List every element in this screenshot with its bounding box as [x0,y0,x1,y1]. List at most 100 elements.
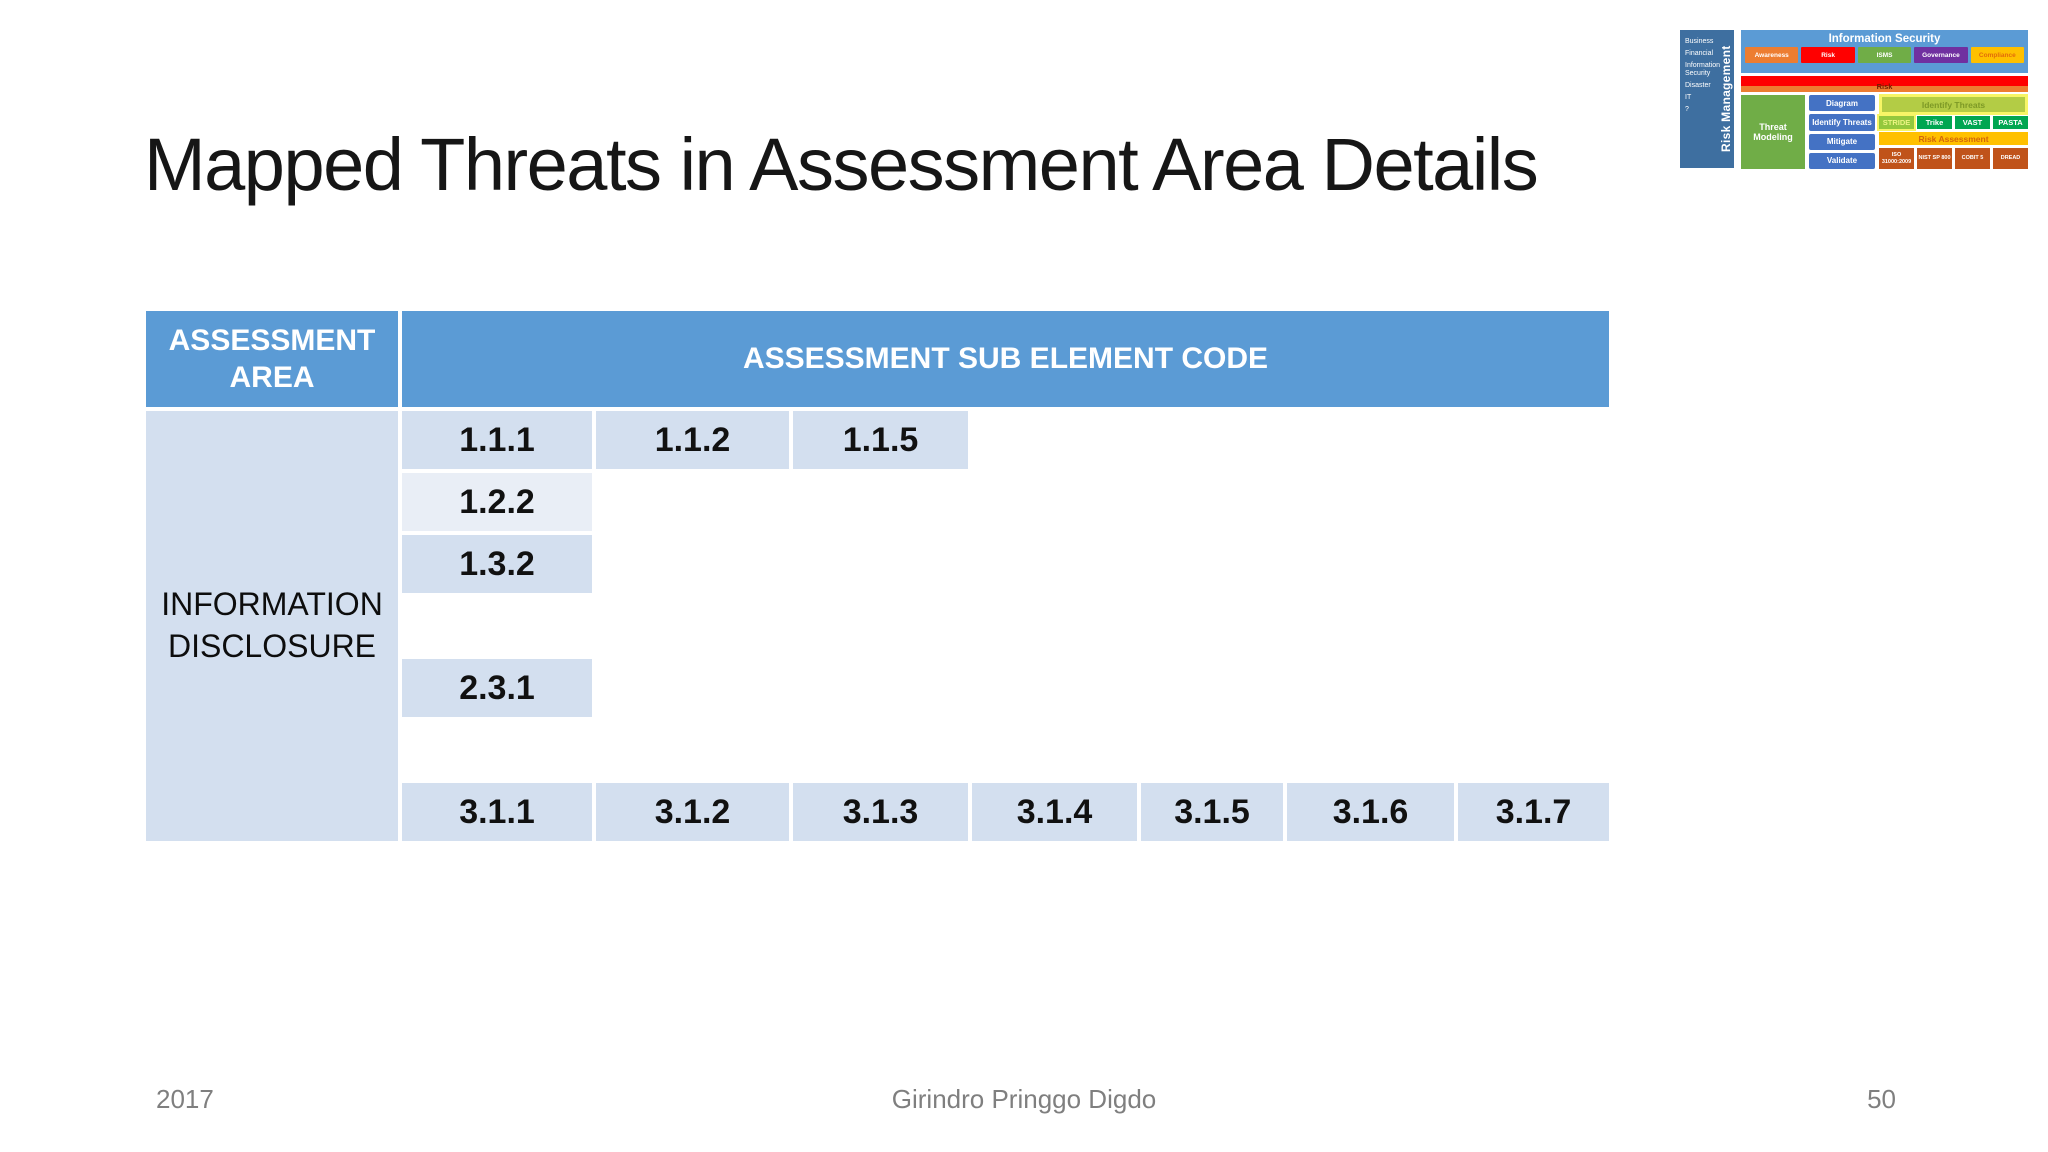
table-row: 1.3.2 [146,535,1609,593]
threat-modeling-box: Threat Modeling [1741,95,1805,169]
step-identify-threats: Identify Threats [1809,114,1875,131]
empty-cell [596,535,789,593]
risk-management-item: Business [1685,38,1714,45]
sub-element-code-cell: 3.1.7 [1458,783,1609,841]
table-row [146,597,1609,655]
pillar-isms: ISMS [1857,47,1912,63]
risk-management-item: Information Security [1685,61,1721,78]
empty-cell [1287,473,1454,531]
empty-cell [1141,411,1283,469]
risk-bar-label: Risk [1876,82,1893,91]
framework-nist-sp-800: NIST SP 800 [1917,148,1952,169]
sub-element-code-cell: 1.1.2 [596,411,789,469]
pillar-governance: Governance [1914,47,1968,63]
empty-cell [972,659,1137,717]
frameworks-row: ISO 31000:2009 NIST SP 800 COBIT 5 DREAD [1879,148,2028,169]
empty-cell [596,473,789,531]
empty-cell [793,473,968,531]
threat-modeling-section: Threat Modeling Diagram Identify Threats M… [1741,95,2028,169]
risk-management-item: Financial [1685,49,1714,57]
corner-diagram-main: Information Security Awareness Risk ISMS Go… [1741,30,2028,169]
sub-element-code-cell: 3.1.2 [596,783,789,841]
empty-cell [1141,659,1283,717]
empty-cell [596,659,789,717]
assessment-table: ASSESSMENT AREA ASSESSMENT SUB ELEMENT C… [142,307,1613,845]
sub-element-code-cell: 1.3.2 [402,535,592,593]
step-validate: Validate [1809,152,1875,169]
empty-cell [793,597,968,655]
empty-cell [596,597,789,655]
threat-methods-row: STRIDE Trike VAST PASTA [1879,116,2028,129]
sub-element-code-cell: 3.1.3 [793,783,968,841]
empty-cell [1458,597,1609,655]
header-assessment-area: ASSESSMENT AREA [146,311,398,407]
slide-title: Mapped Threats in Assessment Area Detail… [144,123,1539,206]
threat-modeling-steps: Diagram Identify Threats Mitigate Validate [1809,95,1875,169]
pillar-risk: Risk [1801,47,1855,63]
empty-cell [1141,535,1283,593]
risk-management-label: Risk Management [1719,45,1733,153]
empty-cell [1287,659,1454,717]
table-row: INFORMATION DISCLOSURE 1.1.1 1.1.2 1.1.5 [146,411,1609,841]
sub-element-code-cell: 3.1.5 [1141,783,1283,841]
framework-dread: DREAD [1993,148,2028,169]
table-row [146,721,1609,779]
empty-cell [596,721,789,779]
table-row: 1.2.2 [146,473,1609,531]
empty-cell [793,659,968,717]
risk-management-item: Disaster [1685,82,1711,89]
risk-management-item: ? [1685,105,1689,113]
empty-cell [1458,411,1609,469]
footer-year: 2017 [156,1084,214,1114]
risk-assessment-bar: Risk Assessment [1879,132,2028,145]
pillar-compliance: Compliance [1970,47,2025,63]
risk-bar: Risk [1741,76,2028,91]
empty-cell [1458,473,1609,531]
footer-page: 50 [1867,1084,1896,1114]
empty-cell [972,597,1137,655]
empty-cell [972,411,1137,469]
step-mitigate: Mitigate [1809,133,1875,150]
empty-cell [793,535,968,593]
empty-cell [793,721,968,779]
sub-element-code-cell: 1.1.1 [402,411,592,469]
empty-cell [1287,411,1454,469]
table-header-row: ASSESSMENT AREA ASSESSMENT SUB ELEMENT C… [146,311,1609,407]
footer-author: Girindro Pringgo Digdo [891,1084,1157,1114]
framework-cobit-5: COBIT 5 [1955,148,1990,169]
empty-cell [1141,473,1283,531]
information-security-banner: Information Security Awareness Risk ISMS Go… [1741,30,2028,73]
framework-iso-31000-2009: ISO 31000:2009 [1879,148,1914,169]
method-pasta: PASTA [1993,116,2028,129]
table-row: 3.1.1 3.1.2 3.1.3 3.1.4 3.1.5 3.1.6 3.1.7 [146,783,1609,841]
risk-strip [1741,86,2028,92]
empty-cell [402,597,592,655]
pillar-awareness: Awareness [1745,47,1799,63]
information-security-pillars: Awareness Risk ISMS Governance Compliance [1745,47,2025,63]
empty-cell [972,473,1137,531]
information-security-title: Information Security [1828,33,1941,45]
empty-cell [972,535,1137,593]
corner-diagram: Business Financial Information Security Dis… [1680,28,2028,169]
method-vast: VAST [1955,116,1990,129]
empty-cell [402,721,592,779]
method-trike: Trike [1917,116,1952,129]
risk-management-sidebar: Business Financial Information Security Dis… [1680,30,1734,168]
risk-management-items: Business Financial Information Security Dis… [1685,38,1721,117]
empty-cell [1141,597,1283,655]
risk-management-item: IT [1685,93,1692,101]
sub-element-code-cell: 2.3.1 [402,659,592,717]
sub-element-code-cell: 1.2.2 [402,473,592,531]
empty-cell [1287,535,1454,593]
sub-element-code-cell: 1.1.5 [793,411,968,469]
empty-cell [1287,721,1454,779]
identify-threats-bar: Identify Threats [1882,97,2025,112]
empty-cell [1458,721,1609,779]
empty-cell [1287,597,1454,655]
empty-cell [1458,535,1609,593]
sub-element-code-cell: 3.1.6 [1287,783,1454,841]
empty-cell [1141,721,1283,779]
sub-element-code-cell: 3.1.4 [972,783,1137,841]
sub-element-code-cell: 3.1.1 [402,783,592,841]
